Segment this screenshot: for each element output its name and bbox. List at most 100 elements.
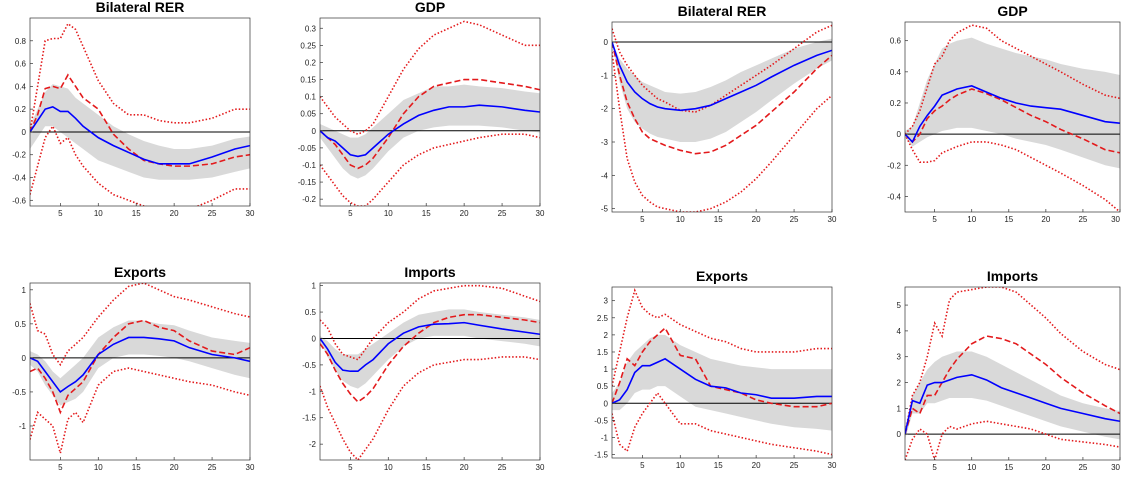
x-tick-label: 5 <box>640 215 645 224</box>
x-tick-label: 15 <box>714 461 723 470</box>
y-tick-label: 0.6 <box>890 37 902 46</box>
series-line <box>30 283 250 367</box>
series-line <box>905 287 1120 435</box>
panel: Exports-1-0.500.515 10 15 20 25 30 <box>12 264 255 472</box>
y-tick-label: 5 <box>897 301 902 310</box>
y-tick-label: -0.2 <box>302 195 316 204</box>
series-line <box>30 106 250 165</box>
y-tick-label: -1 <box>309 387 317 396</box>
y-tick-label: 1.5 <box>597 348 609 357</box>
plot-area <box>320 20 540 206</box>
series-line <box>30 336 250 394</box>
x-tick-label: 10 <box>676 461 685 470</box>
y-tick-label: 2 <box>604 331 609 340</box>
y-tick-label: 1 <box>897 404 902 413</box>
y-tick-label: 3 <box>897 353 902 362</box>
y-tick-label: 0.4 <box>890 68 902 77</box>
axes-box <box>904 286 1121 461</box>
x-tick-label: 15 <box>714 215 723 224</box>
series-line <box>320 104 540 158</box>
x-tick-label: 30 <box>246 463 255 472</box>
x-tick-label: 30 <box>1111 463 1120 472</box>
y-tick-label: -2 <box>309 440 317 449</box>
y-tick-label: 1 <box>22 286 27 295</box>
y-tick-label: -0.4 <box>12 174 26 183</box>
y-tick-label: 4 <box>897 327 902 336</box>
panel-title: Imports <box>987 268 1039 284</box>
confidence-band <box>612 38 832 142</box>
series-line <box>612 24 832 113</box>
panel-title: Imports <box>404 264 456 280</box>
plot-area <box>30 22 250 206</box>
y-tick-label: 0.4 <box>15 82 27 91</box>
x-tick-label: 25 <box>1078 215 1087 224</box>
series-line <box>320 321 540 373</box>
y-tick-label: 0.2 <box>890 99 902 108</box>
series-line <box>905 373 1120 435</box>
axes-box <box>319 282 541 461</box>
y-tick-label: 0.8 <box>15 37 27 46</box>
series-line <box>320 284 540 361</box>
y-tick-label: -0.05 <box>298 144 317 153</box>
y-tick-label: 0 <box>604 399 609 408</box>
x-tick-label: 5 <box>58 209 63 218</box>
y-tick-label: 0.1 <box>305 93 317 102</box>
y-tick-label: 0 <box>897 130 902 139</box>
y-tick-label: -0.4 <box>887 192 901 201</box>
y-tick-label: -1 <box>601 433 609 442</box>
y-tick-label: -1 <box>19 422 27 431</box>
y-tick-label: -0.15 <box>298 178 317 187</box>
x-tick-label: 30 <box>536 209 545 218</box>
axes-box <box>611 21 833 213</box>
y-tick-label: 0.25 <box>300 41 316 50</box>
plot-area <box>612 288 832 456</box>
y-tick-label: 2 <box>897 379 902 388</box>
y-tick-label: 0.2 <box>305 58 317 67</box>
x-tick-label: 10 <box>967 463 976 472</box>
plot-area <box>612 24 832 212</box>
panel: Bilateral RER -5 -4 -3 -2 -1 0 5 10 15 20 25 30 <box>601 3 837 224</box>
x-tick-label: 30 <box>536 463 545 472</box>
panel: Imports 0 1 2 3 4 5 5 10 15 20 25 30 <box>897 268 1121 472</box>
y-tick-label: -0.1 <box>302 161 316 170</box>
series-line <box>905 85 1120 144</box>
panel: Bilateral RER -0.6 -0.4 -0.2 0 0.2 0.4 0.6 0.8 5 1… <box>12 0 255 218</box>
series-line <box>905 335 1120 435</box>
y-tick-label: 0.05 <box>300 110 316 119</box>
x-tick-label: 25 <box>790 215 799 224</box>
x-tick-label: 5 <box>932 215 937 224</box>
plot-area <box>905 24 1120 212</box>
y-tick-label: 0.3 <box>305 24 317 33</box>
x-tick-label: 30 <box>828 461 837 470</box>
series-line <box>30 124 250 206</box>
x-tick-label: 30 <box>246 209 255 218</box>
y-tick-label: 0 <box>312 127 317 136</box>
series-line <box>612 357 832 405</box>
panel: GDP -0.4 -0.2 0 0.2 0.4 0.6 5 10 15 20 25 30 <box>887 3 1120 224</box>
y-tick-label: -0.2 <box>12 151 26 160</box>
series-line <box>320 78 540 170</box>
y-tick-label: -1 <box>601 71 609 80</box>
x-tick-label: 25 <box>208 463 217 472</box>
x-tick-label: 30 <box>828 215 837 224</box>
confidence-band <box>30 320 250 406</box>
confidence-band <box>612 334 832 431</box>
series-line <box>612 326 832 408</box>
y-tick-label: -0.5 <box>302 361 316 370</box>
series-line <box>30 22 250 133</box>
x-tick-label: 20 <box>460 209 469 218</box>
x-tick-label: 20 <box>1041 215 1050 224</box>
x-tick-label: 10 <box>676 215 685 224</box>
y-tick-label: 1 <box>604 365 609 374</box>
y-tick-label: -0.5 <box>594 416 608 425</box>
x-tick-label: 25 <box>1078 463 1087 472</box>
series-line <box>612 391 832 456</box>
x-tick-label: 15 <box>1004 463 1013 472</box>
y-tick-label: -2 <box>601 105 609 114</box>
series-line <box>30 367 250 454</box>
y-tick-label: 0 <box>22 354 27 363</box>
series-line <box>30 319 250 415</box>
axes-box <box>611 286 833 459</box>
